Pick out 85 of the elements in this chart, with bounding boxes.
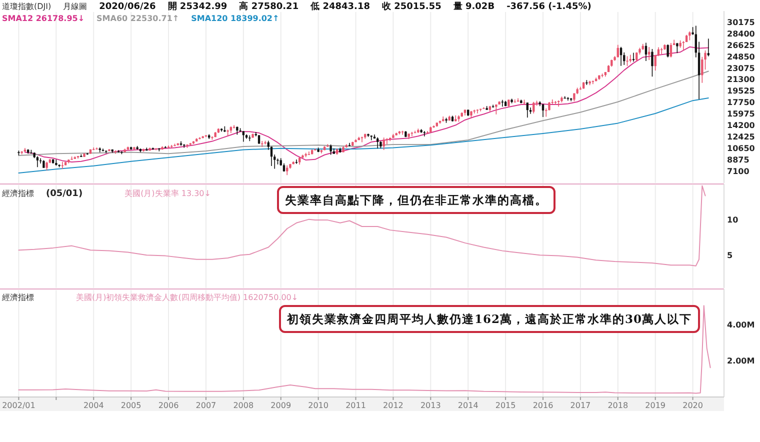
- candlestick: [670, 42, 672, 58]
- annotation: 初領失業救濟金四周平均人數仍達162萬，遠高於正常水準的30萬人以下: [286, 312, 692, 326]
- y-tick-label: 2.00M: [727, 356, 755, 366]
- text: SMA12 26178.95↓: [2, 14, 85, 23]
- candlestick: [626, 56, 628, 66]
- candlestick: [666, 44, 669, 58]
- text: 開 25342.99: [168, 1, 228, 12]
- y-tick-label: 4.00M: [727, 320, 755, 330]
- x-tick-label: 2012: [383, 401, 404, 410]
- candlestick: [566, 96, 570, 102]
- candlestick: [36, 156, 39, 168]
- y-tick-label: 19525: [727, 86, 756, 96]
- text: 高 27580.21: [239, 1, 299, 12]
- x-tick-label: 2019: [645, 401, 666, 410]
- text: SMA60 22530.71↑: [96, 14, 180, 23]
- x-tick-label: 2015: [495, 401, 516, 410]
- candlestick: [423, 130, 426, 137]
- x-tick-label: 2009: [270, 401, 292, 410]
- candlestick: [701, 56, 704, 84]
- candlestick: [295, 159, 298, 164]
- y-tick-label: 10: [727, 215, 739, 224]
- x-tick-label: 2013: [420, 401, 441, 410]
- y-tick-label: 14200: [727, 121, 756, 130]
- candlestick: [501, 100, 504, 107]
- x-tick-label: 2006: [158, 401, 179, 410]
- x-tick-label: 2018: [608, 401, 628, 410]
- candlestick: [382, 137, 385, 150]
- text: 2020/06/26: [99, 2, 156, 12]
- candlestick: [330, 144, 332, 156]
- x-tick-label: 2002/01: [2, 401, 36, 410]
- x-tick-label: 2004: [83, 401, 104, 410]
- chart-title: 道瓊指數(DJI): [2, 2, 52, 11]
- text: 美國(月)失業率 13.30↓: [124, 189, 211, 198]
- y-tick-label: 30175: [727, 18, 756, 27]
- y-tick-label: 7100: [727, 167, 750, 176]
- y-tick-label: 17750: [727, 98, 756, 108]
- y-tick-label: 5: [727, 251, 733, 260]
- x-tick-label: 2008: [233, 401, 254, 410]
- chart-subtitle: (05/01): [46, 189, 83, 199]
- y-tick-label: 21300: [727, 75, 756, 84]
- text: -367.56 (-1.45%): [506, 2, 592, 12]
- candlestick: [348, 142, 351, 147]
- candlestick: [386, 138, 388, 145]
- text: 美國(月)初領失業救濟金人數(四周移動平均值) 1620750.00↓: [76, 293, 298, 302]
- candlestick: [286, 164, 288, 176]
- annotation: 失業率自高點下降，但仍在非正常水準的高檔。: [285, 193, 548, 207]
- text: 收 25015.55: [382, 1, 442, 12]
- x-tick-label: 2005: [120, 401, 142, 410]
- y-tick-label: 8875: [727, 156, 750, 165]
- x-tick-label: 2016: [532, 401, 554, 410]
- candlestick: [183, 144, 186, 148]
- candlestick: [651, 48, 654, 77]
- candlestick: [558, 100, 560, 108]
- candlestick: [632, 52, 635, 62]
- y-tick-label: 26625: [727, 40, 756, 50]
- y-tick-label: 28400: [727, 29, 756, 38]
- candlestick: [676, 42, 678, 54]
- line-series: [18, 185, 706, 266]
- y-tick-label: 23075: [727, 64, 756, 73]
- x-tick-label: 2007: [196, 401, 216, 410]
- x-tick-label: 2011: [346, 401, 366, 410]
- line-series: [18, 97, 709, 174]
- chart-subtitle: 月線圖: [63, 2, 88, 11]
- candlestick: [479, 108, 482, 112]
- x-tick-label: 2017: [570, 401, 591, 410]
- y-tick-label: 24850: [727, 52, 756, 62]
- text: 低 24843.18: [310, 1, 370, 12]
- candlestick: [242, 130, 245, 142]
- x-tick-label: 2014: [458, 401, 478, 410]
- text: 量 9.02B: [452, 1, 495, 12]
- candlestick: [526, 102, 528, 118]
- x-tick-label: 2020: [682, 401, 703, 410]
- line-series: [18, 305, 711, 394]
- line-series: [18, 70, 709, 156]
- chart-title: 經濟指標: [1, 293, 34, 302]
- chart-title: 經濟指標: [1, 189, 34, 198]
- candlestick: [376, 136, 379, 149]
- x-tick-label: 2010: [308, 401, 328, 410]
- text: SMA120 18399.02↑: [191, 14, 280, 23]
- y-tick-label: 12425: [727, 132, 756, 142]
- line-series: [24, 46, 709, 162]
- y-tick-label: 15975: [727, 110, 756, 119]
- y-tick-label: 10650: [727, 144, 756, 154]
- candlestick: [308, 151, 310, 155]
- candlestick: [401, 130, 404, 136]
